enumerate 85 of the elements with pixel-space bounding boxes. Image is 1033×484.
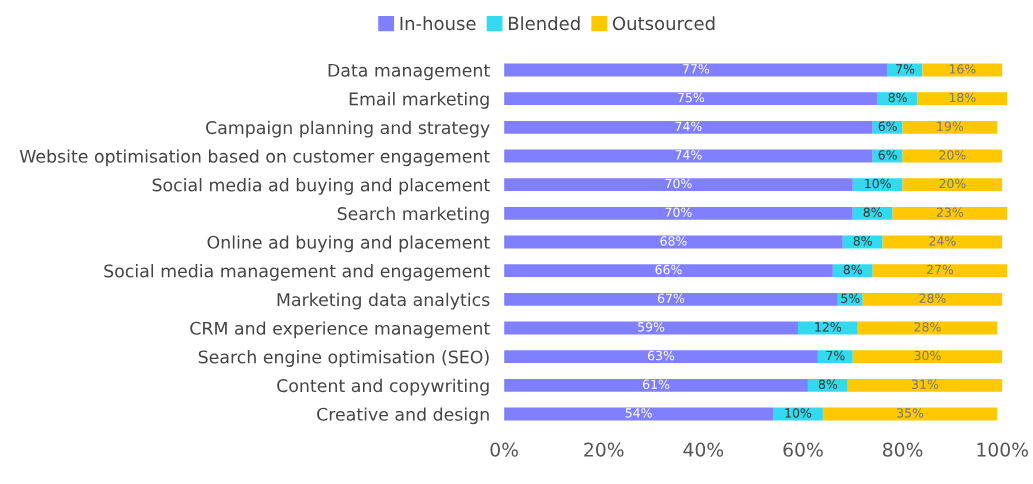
x-tick-label: 100% bbox=[977, 442, 1028, 457]
data-label: 8% bbox=[888, 92, 907, 103]
bar bbox=[504, 350, 818, 364]
data-label: 8% bbox=[863, 207, 882, 217]
bar bbox=[504, 149, 873, 163]
data-label: 31% bbox=[912, 379, 939, 389]
data-label: 77% bbox=[683, 64, 710, 74]
y-tick-label: Content and copywriting bbox=[277, 378, 489, 396]
data-label: 20% bbox=[939, 178, 966, 189]
y-tick-label: CRM and experience management bbox=[190, 321, 490, 339]
data-label: 5% bbox=[841, 293, 860, 303]
data-label: 24% bbox=[929, 236, 956, 246]
bar bbox=[892, 206, 1008, 220]
data-label: 35% bbox=[897, 408, 924, 418]
data-label: 70% bbox=[665, 207, 692, 217]
data-label: 59% bbox=[638, 322, 665, 332]
data-label: 70% bbox=[665, 178, 692, 189]
y-tick-label: Search marketing bbox=[337, 206, 489, 224]
data-label: 74% bbox=[675, 150, 702, 160]
y-tick-label: Online ad buying and placement bbox=[207, 235, 490, 253]
data-label: 7% bbox=[896, 64, 915, 74]
data-label: 30% bbox=[914, 350, 941, 361]
bar bbox=[504, 264, 833, 278]
bar bbox=[504, 63, 888, 77]
y-tick-label: Social media ad buying and placement bbox=[152, 178, 490, 195]
data-label: 67% bbox=[657, 293, 685, 303]
x-tick-label: 0% bbox=[490, 442, 518, 457]
y-tick-label: Email marketing bbox=[349, 92, 489, 109]
data-label: 16% bbox=[949, 64, 976, 74]
data-label: 6% bbox=[878, 150, 897, 160]
bar bbox=[504, 178, 853, 192]
y-tick-label: Search engine optimisation (SEO) bbox=[198, 350, 489, 367]
y-tick-label: Creative and design bbox=[317, 407, 489, 425]
data-label: 10% bbox=[865, 178, 891, 189]
bar bbox=[852, 350, 1003, 364]
data-label: 8% bbox=[843, 264, 862, 275]
data-label: 27% bbox=[926, 264, 954, 275]
data-label: 74% bbox=[675, 121, 702, 131]
data-label: 19% bbox=[937, 121, 964, 131]
x-tick-label: 20% bbox=[584, 442, 624, 457]
x-tick-label: 80% bbox=[883, 442, 923, 457]
data-label: 10% bbox=[785, 408, 812, 418]
bar bbox=[504, 235, 843, 249]
data-label: 6% bbox=[878, 121, 897, 131]
data-label: 28% bbox=[914, 322, 941, 332]
data-label: 75% bbox=[678, 92, 705, 103]
data-label: 7% bbox=[826, 350, 845, 361]
bar bbox=[504, 407, 774, 421]
data-label: 54% bbox=[625, 408, 652, 418]
legend-label: In-house bbox=[400, 16, 476, 31]
bar bbox=[504, 378, 808, 392]
y-tick-label: Campaign planning and strategy bbox=[206, 120, 490, 138]
data-label: 8% bbox=[818, 379, 838, 389]
x-tick-label: 60% bbox=[783, 442, 823, 457]
bar bbox=[902, 178, 1003, 192]
y-tick-label: Social media management and engagement bbox=[104, 264, 490, 281]
bar bbox=[504, 92, 878, 106]
data-label: 28% bbox=[919, 293, 946, 303]
bar bbox=[852, 206, 893, 220]
data-label: 63% bbox=[647, 350, 675, 361]
bar bbox=[847, 378, 1003, 392]
bar bbox=[807, 378, 848, 392]
bar bbox=[862, 292, 1003, 306]
data-label: 66% bbox=[655, 264, 682, 275]
data-label: 20% bbox=[939, 150, 966, 160]
y-tick-label: Data management bbox=[328, 63, 490, 81]
bar bbox=[817, 350, 853, 364]
bar bbox=[504, 206, 853, 220]
data-label: 18% bbox=[949, 92, 976, 103]
bar bbox=[902, 120, 998, 134]
x-tick-label: 40% bbox=[683, 442, 724, 457]
y-tick-label: Website optimisation based on customer engagement bbox=[19, 149, 490, 167]
data-label: 61% bbox=[643, 379, 670, 389]
bar bbox=[917, 92, 1008, 106]
bar bbox=[504, 120, 873, 134]
data-label: 68% bbox=[660, 236, 687, 246]
bar bbox=[872, 264, 1008, 278]
bar bbox=[504, 292, 838, 306]
bar bbox=[504, 321, 798, 335]
data-label: 23% bbox=[936, 207, 964, 217]
data-label: 8% bbox=[853, 236, 872, 246]
y-tick-label: Marketing data analytics bbox=[277, 292, 490, 310]
data-label: 12% bbox=[815, 322, 842, 332]
legend-label: Outsourced bbox=[612, 16, 715, 31]
legend-label: Blended bbox=[508, 16, 580, 31]
